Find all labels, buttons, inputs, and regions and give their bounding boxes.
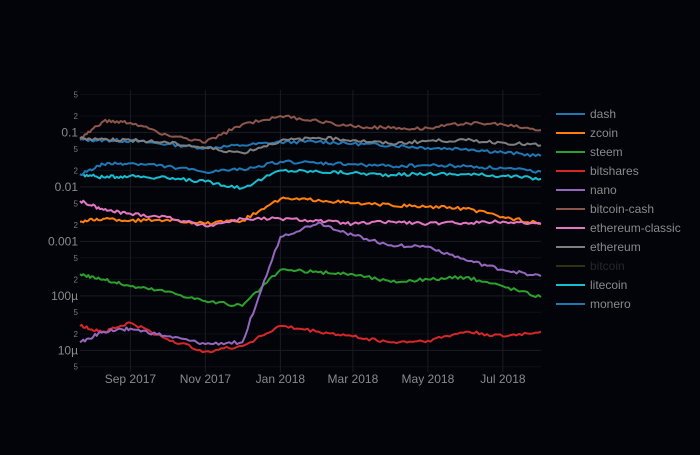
y-tick-label: 100µ [51, 289, 78, 303]
legend-item-ethereum-classic[interactable]: ethereum-classic [556, 221, 681, 235]
y-minor-tick-label: 5 [74, 363, 79, 372]
legend-label: bitcoin [590, 259, 625, 273]
legend-label: ethereum-classic [590, 221, 681, 235]
y-minor-tick-label: 2 [74, 166, 79, 175]
y-minor-tick-label: 2 [74, 221, 79, 230]
legend-item-zcoin[interactable]: zcoin [556, 126, 618, 140]
legend-item-bitshares[interactable]: bitshares [556, 164, 639, 178]
legend-item-litecoin[interactable]: litecoin [556, 278, 627, 292]
legend-label: dash [590, 107, 616, 121]
y-minor-tick-label: 5 [74, 308, 79, 317]
y-minor-tick-label: 2 [74, 330, 79, 339]
y-tick-label: 0.001 [48, 234, 78, 248]
x-tick-label: Sep 2017 [105, 372, 157, 386]
series-line-monero [79, 159, 542, 176]
legend-label: litecoin [590, 278, 627, 292]
x-tick-label: Nov 2017 [180, 372, 232, 386]
y-tick-label: 0.01 [55, 180, 79, 194]
y-tick-label: 0.1 [61, 125, 78, 139]
x-axis: Sep 2017 Nov 2017 Jan 2018 Mar 2018 May 2018… [105, 372, 526, 386]
series-line-bitcoin-cash [79, 114, 542, 144]
legend-item-nano[interactable]: nano [556, 183, 617, 197]
series-line-ethereum-classic [79, 199, 542, 228]
legend-item-monero[interactable]: monero [556, 297, 631, 311]
y-minor-tick-label: 2 [74, 112, 79, 121]
y-minor-tick-label: 5 [74, 145, 79, 154]
legend-item-bitcoin-cash[interactable]: bitcoin-cash [556, 202, 654, 216]
series-line-zcoin [80, 196, 541, 226]
series-line-nano [79, 221, 542, 346]
series-line-ethereum [79, 135, 542, 155]
series-line-litecoin [79, 168, 542, 190]
legend-label: bitcoin-cash [590, 202, 654, 216]
x-tick-label: Jan 2018 [256, 372, 306, 386]
legend-label: bitshares [590, 164, 639, 178]
legend-label: zcoin [590, 126, 618, 140]
x-tick-label: Jul 2018 [480, 372, 526, 386]
legend[interactable]: dash zcoin steem bitshares nano bitcoin-cash e… [556, 107, 681, 311]
y-minor-tick-label: 5 [74, 199, 79, 208]
legend-item-bitcoin[interactable]: bitcoin [556, 259, 625, 273]
y-tick-label: 10µ [58, 343, 78, 357]
gridlines [80, 90, 541, 372]
legend-label: ethereum [590, 240, 641, 254]
x-tick-label: May 2018 [402, 372, 455, 386]
y-minor-tick-label: 5 [74, 90, 79, 99]
legend-label: monero [590, 297, 631, 311]
legend-item-steem[interactable]: steem [556, 145, 623, 159]
y-minor-tick-label: 5 [74, 254, 79, 263]
legend-label: nano [590, 183, 617, 197]
y-axis: 0.1 0.01 0.001 100µ 10µ 5 2 5 2 5 2 5 2 5 2 5 [48, 90, 79, 371]
series-line-steem [79, 268, 542, 307]
legend-label: steem [590, 145, 623, 159]
series-line-bitshares [79, 321, 542, 354]
legend-item-dash[interactable]: dash [556, 107, 616, 121]
series-lines [79, 114, 542, 354]
y-minor-tick-label: 2 [74, 275, 79, 284]
legend-item-ethereum[interactable]: ethereum [556, 240, 641, 254]
x-tick-label: Mar 2018 [328, 372, 379, 386]
